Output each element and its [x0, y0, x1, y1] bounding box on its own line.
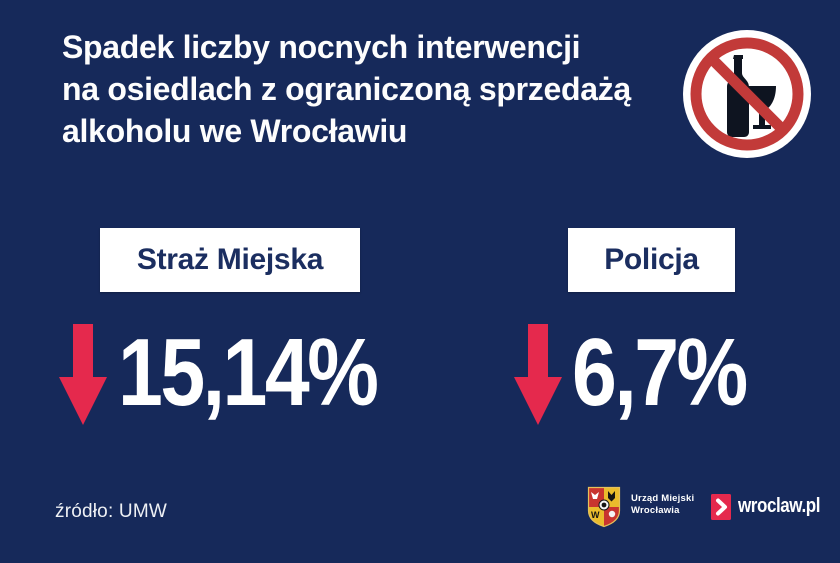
policja-label: Policja: [604, 243, 699, 276]
city-office-label: Urząd Miejski Wrocławia: [631, 493, 694, 517]
wroclaw-pl-chevron-icon: [711, 494, 731, 520]
city-office-line-2: Wrocławia: [631, 505, 680, 516]
stat-value-policja: 6,7%: [572, 319, 748, 426]
stat-value-straz-miejska: 15,14%: [118, 319, 379, 426]
page-title: Spadek liczby nocnych interwencji na osi…: [62, 26, 682, 152]
source-note: źródło: UMW: [55, 501, 167, 522]
bottle-icon: [727, 55, 749, 137]
title-line-1: Spadek liczby nocnych interwencji: [62, 29, 581, 65]
title-line-3: alkoholu we Wrocławiu: [62, 113, 408, 149]
no-alcohol-icon: [682, 29, 812, 159]
arrow-down-icon: [514, 324, 562, 425]
label-box-policja: Policja: [568, 228, 735, 292]
svg-text:W: W: [591, 510, 600, 520]
arrow-down-icon: [59, 324, 107, 425]
wroclaw-coat-of-arms-icon: W: [587, 486, 621, 528]
wroclaw-pl-logo: wroclaw.pl: [738, 495, 821, 517]
straz-miejska-label: Straż Miejska: [136, 243, 324, 276]
label-box-straz-miejska: Straż Miejska: [100, 228, 360, 292]
city-office-line-1: Urząd Miejski: [631, 493, 695, 504]
title-line-2: na osiedlach z ograniczoną sprzedażą: [62, 71, 631, 107]
